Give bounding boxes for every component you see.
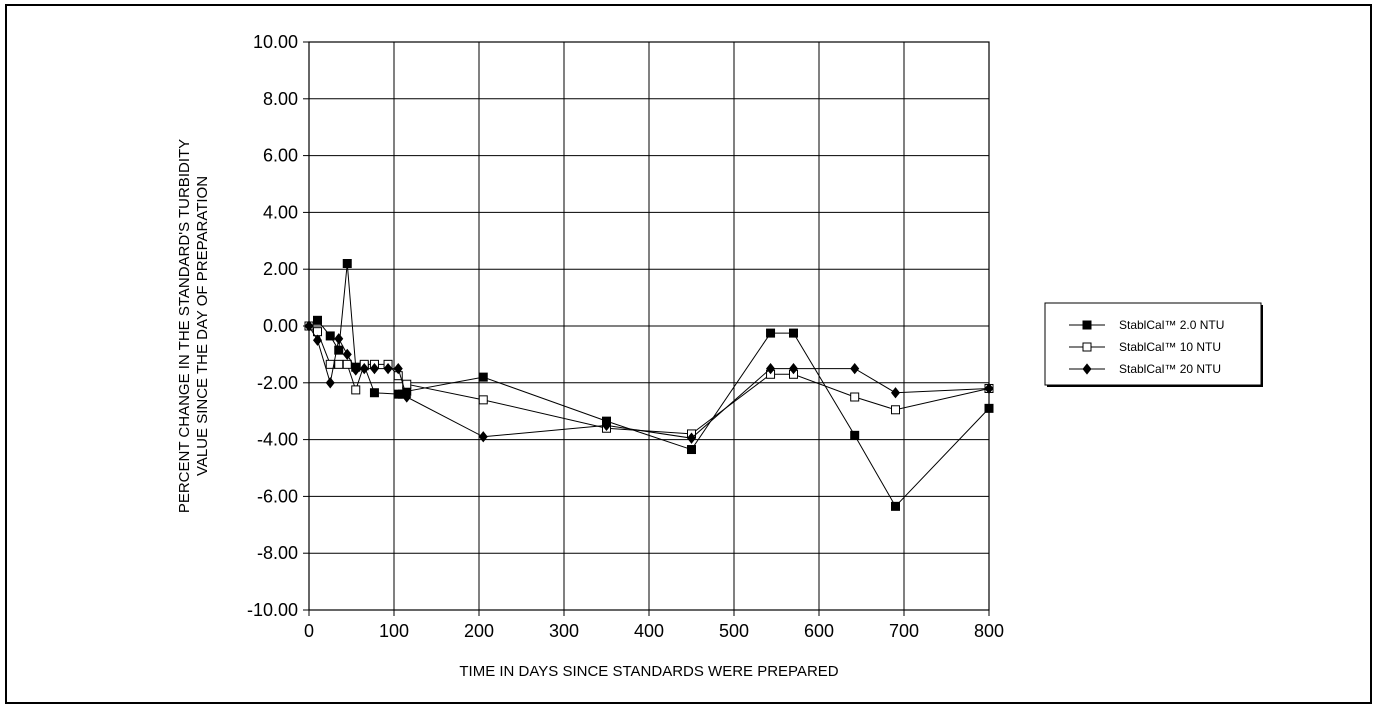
data-point (687, 445, 696, 455)
data-point (342, 259, 352, 269)
series-3 (304, 320, 994, 444)
x-tick-label: 500 (719, 621, 749, 641)
data-point (850, 362, 860, 375)
y-tick-label: 2.00 (263, 259, 298, 279)
series-group (304, 259, 994, 511)
x-tick-label: 600 (804, 621, 834, 641)
legend-label: StablCal™ 10 NTU (1119, 340, 1221, 354)
x-tick-label: 400 (634, 621, 664, 641)
y-tick-label: -10.00 (247, 600, 298, 620)
data-point (393, 362, 403, 375)
data-point (984, 382, 994, 395)
y-tick-label: 4.00 (263, 202, 298, 222)
data-point (304, 320, 314, 332)
data-point (766, 328, 776, 338)
y-tick-label: 10.00 (253, 32, 298, 52)
x-tick-label: 0 (304, 621, 314, 641)
legend-marker (1082, 363, 1092, 375)
data-point (369, 362, 379, 375)
x-tick-label: 800 (974, 621, 1004, 641)
y-tick-label: 8.00 (263, 89, 298, 109)
data-point (850, 392, 860, 402)
data-point (351, 364, 361, 376)
y-tick-label: -6.00 (257, 486, 298, 506)
x-tick-label: 300 (549, 621, 579, 641)
y-tick-label: -2.00 (257, 373, 298, 393)
data-point (891, 501, 900, 511)
data-point (788, 362, 799, 375)
y-tick-label: 0.00 (263, 316, 298, 336)
data-point (789, 328, 798, 338)
tick-labels: 0 100 200 300 400 500 600 700 800 10.00 8.00 6.00 4.… (247, 32, 1004, 641)
data-point (342, 359, 352, 369)
data-point (383, 362, 393, 375)
y-tick-label: 6.00 (263, 146, 298, 166)
y-axis-title-line-2: VALUE SINCE THE DAY OF PREPARATION (194, 176, 211, 476)
data-point (402, 391, 412, 403)
legend-marker (1082, 320, 1092, 330)
data-point (313, 315, 322, 325)
y-tick-label: -8.00 (257, 543, 298, 563)
grid (308, 41, 990, 611)
data-point (890, 387, 901, 399)
data-point (891, 405, 900, 415)
data-point (334, 333, 344, 345)
data-point (686, 432, 697, 444)
data-point (313, 327, 322, 337)
legend-marker (1082, 342, 1092, 352)
data-point (478, 395, 488, 405)
data-point (325, 377, 335, 389)
data-point (478, 372, 488, 382)
x-axis-title: TIME IN DAYS SINCE STANDARDS WERE PREPAR… (459, 663, 838, 680)
y-tick-label: -4.00 (257, 430, 298, 450)
data-point (850, 430, 860, 440)
data-point (342, 348, 352, 361)
x-tick-label: 200 (464, 621, 494, 641)
legend-label: StablCal™ 20 NTU (1119, 362, 1221, 376)
axes (303, 41, 990, 616)
data-point (312, 334, 323, 346)
chart-frame: 0 100 200 300 400 500 600 700 800 10.00 8.00 6.00 4.… (5, 4, 1372, 704)
y-axis-title-line-1: PERCENT CHANGE IN THE STANDARD'S TURBIDI… (176, 139, 193, 513)
y-axis-title: PERCENT CHANGE IN THE STANDARD'S TURBIDI… (176, 139, 211, 513)
legend-box (1044, 302, 1262, 386)
legend: StablCal™ 2.0 NTU StablCal™ 10 NTU StablCa… (1044, 302, 1263, 387)
line-chart: 0 100 200 300 400 500 600 700 800 10.00 8.00 6.00 4.… (176, 32, 1263, 680)
legend-label: StablCal™ 2.0 NTU (1119, 318, 1224, 332)
data-point (351, 385, 361, 395)
x-tick-label: 700 (889, 621, 919, 641)
data-point (325, 331, 335, 341)
data-point (984, 403, 994, 413)
data-point (478, 431, 488, 443)
data-point (766, 362, 776, 375)
data-point (334, 345, 344, 355)
series-2 (304, 321, 994, 439)
data-point (369, 388, 379, 398)
x-tick-label: 100 (379, 621, 409, 641)
data-point (601, 419, 612, 432)
data-point (334, 359, 344, 369)
data-point (359, 362, 369, 375)
